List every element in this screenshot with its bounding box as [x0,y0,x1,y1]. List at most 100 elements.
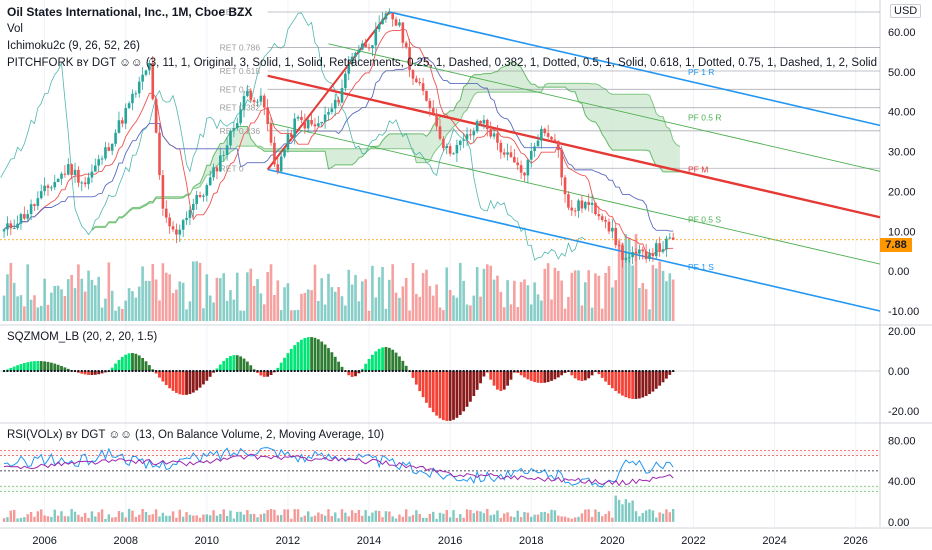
sqz-cross [537,370,540,372]
sqz-bar [110,367,114,371]
volume-bar [340,296,344,321]
ichimoku-legend[interactable]: Ichimoku2c (9, 26, 52, 26) [7,40,140,52]
volume-bar [394,292,398,321]
sqz-bar [621,371,624,396]
sqz-bar [637,371,641,399]
sqz-bar [320,341,324,371]
candle-body [509,152,513,157]
sqz-bar [46,361,50,371]
volume-bar [235,272,239,321]
sqz-cross [476,370,479,372]
volume-bar [465,304,469,321]
obv-volume-bar [192,515,195,522]
sqz-cross [310,370,313,372]
sqz-bar [550,371,553,381]
volume-bar [529,304,533,321]
candle-body [269,123,273,143]
obv-volume-bar [381,517,384,522]
obv-volume-bar [9,510,13,522]
sqz-cross [6,370,9,372]
sqz-bar [529,371,533,381]
candle-body [411,70,415,79]
price-tick-label: 10.00 [888,226,916,238]
volume-bar [479,296,482,321]
sqz-cross [398,370,401,372]
currency-button[interactable]: USD [890,4,922,18]
symbol-title[interactable]: Oil States International, Inc., 1M, Cboe… [7,5,253,19]
obv-volume-bar [523,511,526,522]
sqz-bar [496,371,499,390]
vol-legend[interactable]: Vol [7,23,23,35]
sqz-bar [262,371,266,377]
sqz-bar [185,371,188,395]
pitchfork-lower [267,168,881,312]
sqz-legend[interactable]: SQZMOM_LB (20, 2, 20, 1.5) [7,331,158,343]
volume-bar [469,305,472,321]
volume-bar [124,300,128,321]
volume-bar [540,300,543,321]
sqz-cross [46,370,49,372]
sqz-bar [631,371,635,399]
candle-body [121,120,124,124]
candle-body [330,108,334,113]
obv-volume-bar [391,516,394,522]
sqz-bar [577,371,580,381]
sqz-cross [591,370,594,372]
volume-bar [23,306,26,321]
sqz-bar [458,371,462,415]
candle-body [63,173,67,175]
sqz-bar [421,371,425,398]
obv-volume-bar [448,517,452,522]
obv-volume-bar [557,515,560,522]
volume-bar [36,307,40,321]
candle-body [560,150,563,178]
fib-level-label: RET 0 [220,163,244,173]
sqz-bar [553,371,557,380]
sqz-cross [378,370,381,372]
volume-bar [337,287,340,321]
volume-bar [29,299,33,321]
candle-body [70,164,73,176]
sqz-cross [422,370,425,372]
pitchfork-upper [389,11,881,127]
candle-body [489,129,492,137]
volume-bar [428,286,432,321]
volume-bar [641,282,645,321]
sqz-bar [12,366,16,371]
sqz-bar [120,356,124,371]
candle-body [151,62,155,100]
time-tick-label: 2008 [113,535,137,547]
sqz-bar [462,371,466,412]
volume-bar [219,278,222,321]
volume-bar [208,295,212,321]
candle-body [266,107,269,124]
volume-bar [303,292,307,321]
candle-body [154,99,158,133]
rsi-legend[interactable]: RSI(VOLx) ʙʏ DGT ☺☺ (13, On Balance Volu… [7,429,385,441]
price-tick-label: 30.00 [888,147,916,159]
candle-body [438,126,442,139]
sqz-cross [229,370,232,372]
sqz-bar [492,371,496,386]
sqz-bar [293,345,297,371]
sqz-cross [131,370,134,372]
candle-body [246,90,249,97]
obv-volume-bar [503,513,506,522]
sqz-cross [658,370,661,372]
obv-volume-bar [567,517,570,522]
sqz-bar [276,367,280,371]
candle-body [563,177,567,195]
sqz-cross [74,370,77,372]
sqz-bar [53,363,57,371]
obv-volume-bar [158,516,161,522]
sqz-cross [232,370,235,372]
obv-volume-bar [327,509,330,522]
pitchfork-legend[interactable]: PITCHFORK ʙʏ DGT ☺☺ (3, 11, 1, Original,… [7,57,877,69]
sqz-cross [77,370,80,372]
obv-volume-bar [212,510,215,522]
obv-volume-bar [486,508,489,522]
volume-bars [2,234,675,321]
last-price-tag: 7.88 [880,238,912,252]
volume-bar [188,301,192,321]
